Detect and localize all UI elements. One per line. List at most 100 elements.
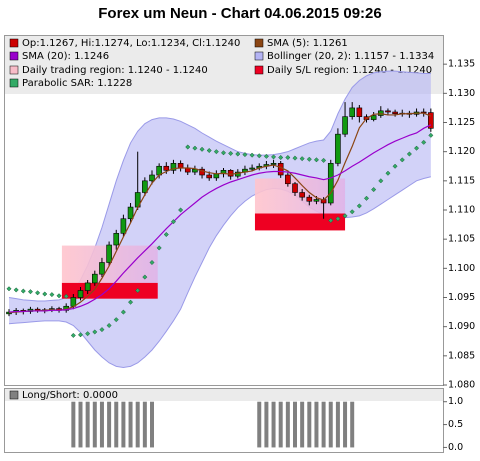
- legend-swatch: [254, 65, 264, 75]
- candle-body: [342, 116, 348, 135]
- sar-dot: [278, 154, 284, 161]
- sar-dot: [49, 292, 55, 298]
- candle-body: [327, 163, 334, 204]
- legend-label: Op:1.1267, Hi:1.1274, Lo:1.1234, Cl:1.12…: [22, 38, 240, 49]
- legend-swatch: [9, 65, 19, 75]
- legend-label: Bollinger (20, 2): 1.1157 - 1.1334: [267, 51, 434, 62]
- legend-swatch: [9, 390, 19, 400]
- candle-body: [392, 111, 398, 115]
- sar-dot: [356, 203, 362, 209]
- candle-body: [292, 183, 298, 193]
- sar-dot: [77, 332, 84, 338]
- legend-swatch: [9, 78, 19, 88]
- y-tick-label: 0.0: [448, 442, 463, 453]
- sar-dot: [235, 151, 241, 157]
- candle-body: [84, 282, 91, 291]
- bar: [257, 401, 262, 448]
- legend-swatch: [254, 38, 264, 48]
- sar-dot: [13, 287, 19, 293]
- sar-dot: [263, 153, 269, 159]
- legend-swatch: [9, 38, 19, 48]
- sar-dot: [170, 219, 177, 225]
- sar-dot: [299, 156, 305, 162]
- bar: [335, 401, 340, 448]
- sar-dot: [428, 132, 434, 138]
- candle-body: [349, 107, 356, 117]
- bar: [142, 401, 147, 448]
- sar-dot: [120, 309, 126, 315]
- y-tick-label: 0.5: [448, 419, 463, 430]
- bar: [293, 401, 297, 448]
- y-tick-label: 1.135: [448, 59, 475, 70]
- sar-dot: [127, 299, 134, 305]
- sar-dot: [406, 151, 412, 157]
- sar-dot: [20, 288, 26, 294]
- y-tick-label: 1.110: [448, 205, 475, 216]
- sar-dot: [321, 157, 327, 163]
- candle-body: [163, 165, 170, 171]
- sar-dot: [421, 139, 427, 145]
- legend-label: Long/Short: 0.0000: [22, 390, 118, 401]
- sar-dot: [199, 146, 205, 152]
- sar-dot: [385, 170, 391, 176]
- candle-body: [70, 297, 77, 307]
- sl-region: [254, 213, 346, 231]
- candle-body: [113, 233, 120, 246]
- y-tick-label: 1.0: [448, 396, 463, 407]
- bollinger-lower: [8, 176, 431, 369]
- candle-body: [370, 115, 377, 120]
- y-tick-label: 1.090: [448, 321, 475, 332]
- bar: [135, 401, 140, 448]
- sar-dot: [270, 154, 277, 160]
- y-tick-label: 1.085: [448, 350, 475, 361]
- legend-swatch: [254, 51, 264, 61]
- sl-region: [61, 282, 158, 299]
- bar: [71, 401, 76, 448]
- y-tick-label: 1.120: [448, 146, 475, 157]
- y-tick-label: 1.125: [448, 117, 475, 128]
- legend-label: SMA (5): 1.1261: [267, 38, 348, 49]
- bar: [300, 401, 305, 448]
- bar: [150, 401, 154, 448]
- bar: [328, 401, 333, 448]
- candle-body: [299, 192, 305, 198]
- bar: [114, 401, 119, 448]
- sar-dot: [220, 150, 227, 156]
- candle-body: [120, 218, 127, 234]
- sar-dot: [149, 259, 155, 266]
- sar-dot: [256, 153, 262, 159]
- bar: [264, 401, 269, 448]
- sar-dot: [42, 291, 48, 297]
- candle-body: [142, 180, 148, 193]
- sar-dot: [413, 145, 420, 151]
- sar-dot: [99, 327, 105, 333]
- bar: [128, 401, 133, 448]
- bar: [307, 401, 312, 448]
- bar: [343, 401, 348, 448]
- sar-dot: [6, 286, 12, 292]
- candle-body: [385, 110, 391, 113]
- sar-dot: [342, 213, 348, 219]
- sar-dot: [135, 287, 141, 294]
- candle-body: [77, 290, 84, 298]
- candle-body: [92, 273, 98, 284]
- legend-label: SMA (20): 1.1246: [22, 51, 109, 62]
- sar-dot: [242, 152, 248, 158]
- bar: [271, 401, 276, 448]
- sar-dot: [63, 293, 69, 299]
- sar-dot: [178, 207, 184, 213]
- sar-dot: [313, 157, 320, 163]
- candle-body: [213, 173, 220, 179]
- sar-dot: [363, 195, 370, 201]
- candle-body: [270, 163, 277, 165]
- bar: [92, 401, 97, 448]
- sar-dot: [292, 155, 298, 161]
- sar-dot: [92, 329, 98, 335]
- legend-swatch: [9, 51, 19, 61]
- candle-body: [170, 163, 177, 171]
- y-tick-label: 1.105: [448, 234, 475, 245]
- indicator-line: [8, 124, 432, 313]
- bar: [99, 401, 104, 448]
- sar-dot: [163, 231, 169, 238]
- candle-body: [177, 163, 184, 169]
